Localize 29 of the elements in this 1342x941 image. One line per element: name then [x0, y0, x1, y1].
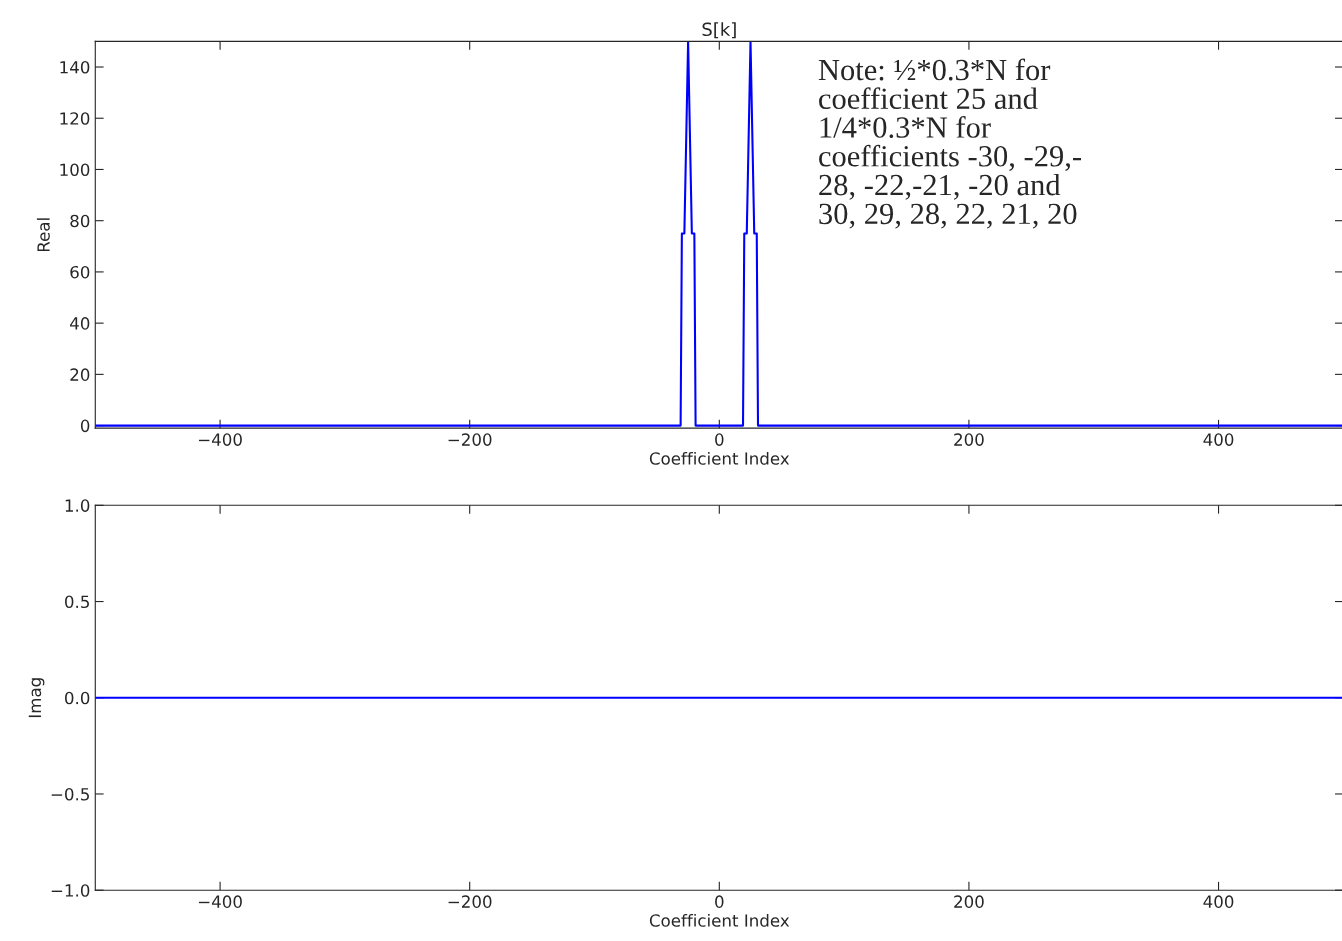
y-axis-title: Imag: [28, 678, 45, 718]
x-axis-title: Coefficient Index: [649, 913, 790, 927]
x-tick-label: 200: [954, 433, 984, 446]
x-tick-label: 0: [715, 433, 724, 446]
y-tick-label: 140: [60, 60, 90, 74]
x-tick-label: −200: [448, 895, 492, 908]
y-tick-label: 1.0: [65, 499, 90, 512]
x-axis-title: Coefficient Index: [649, 451, 790, 465]
y-tick-label: 0.5: [65, 595, 89, 609]
x-tick-label: −200: [448, 433, 492, 446]
x-tick-label: 400: [1203, 895, 1234, 908]
chart-title: S[k]: [702, 22, 736, 39]
y-tick-label: 20: [70, 368, 90, 381]
y-tick-label: −1.0: [51, 884, 90, 897]
y-tick-label: 80: [70, 214, 90, 228]
y-tick-label: −0.5: [51, 787, 89, 801]
x-tick-label: 0: [715, 895, 724, 908]
annotation: Note: ½*0.3*N for coefficient 25 and 1/4*0.3*N for coefficients -30, -29,- 28, -22,-21, -20 and 30, 29, 28, 22, 21, 20: [818, 58, 1081, 229]
y-tick-label: 0.0: [65, 691, 90, 705]
y-tick-label: 120: [60, 112, 90, 125]
x-tick-label: 200: [954, 895, 984, 908]
x-tick-label: −400: [198, 895, 242, 908]
x-tick-label: 400: [1203, 433, 1234, 446]
y-tick-label: 60: [70, 265, 90, 279]
y-tick-label: 40: [70, 317, 90, 330]
y-tick-label: 0: [80, 419, 90, 433]
y-axis-title: Real: [36, 218, 50, 252]
y-tick-label: 100: [60, 163, 90, 177]
x-tick-label: −400: [198, 433, 242, 446]
